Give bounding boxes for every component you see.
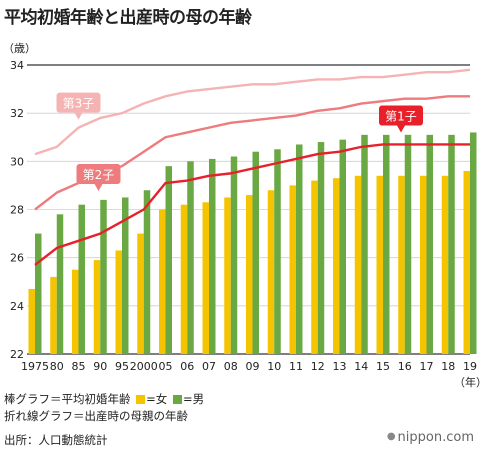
bar-male [274, 149, 281, 354]
x-tick-label: 80 [50, 360, 64, 373]
bar-female [376, 175, 383, 354]
bar-female [463, 170, 470, 354]
y-tick-label: 30 [10, 155, 24, 168]
bar-male [122, 197, 129, 354]
callout-pointer [74, 112, 83, 120]
legend-bar-text: 棒グラフ＝平均初婚年齢 [4, 392, 131, 406]
bar-female [246, 195, 253, 354]
bar-female [441, 175, 449, 354]
legend-row-lines: 折れ線グラフ＝出産時の母親の年齢 [4, 408, 204, 425]
bar-male [339, 139, 346, 354]
bar-female [202, 202, 209, 354]
bar-female [93, 260, 101, 354]
callout-box-第1子 [379, 105, 423, 126]
x-tick-label: 14 [354, 360, 368, 373]
legend-male-label: =男 [182, 392, 205, 406]
y-tick-label: 34 [10, 59, 24, 72]
bar-male [78, 204, 85, 354]
chart-title: 平均初婚年齢と出産時の母の年齢 [4, 8, 252, 28]
bar-male [470, 132, 477, 354]
x-tick-label: 90 [93, 360, 107, 373]
x-tick-label: 07 [202, 360, 216, 373]
bar-male [230, 156, 238, 354]
bar-female [72, 269, 79, 354]
bar-male [448, 134, 455, 354]
bar-female [180, 204, 188, 354]
bar-male [361, 134, 368, 354]
bar-female [311, 180, 318, 354]
bar-female [420, 175, 427, 354]
line-第3子 [34, 68, 471, 156]
bar-female [115, 250, 122, 354]
y-tick-label: 24 [10, 300, 24, 313]
x-tick-label: 09 [246, 360, 260, 373]
source-note: 出所：人口動態統計 [4, 433, 108, 447]
x-tick-label: 12 [311, 360, 325, 373]
bar-female [50, 276, 57, 354]
bar-female [159, 209, 166, 354]
x-tick-label: 08 [224, 360, 238, 373]
bar-male [404, 134, 412, 354]
bar-female [137, 233, 144, 354]
bar-female [224, 197, 231, 354]
bar-female [354, 175, 362, 354]
callout-label-第1子: 第1子 [385, 109, 417, 123]
bar-male [209, 158, 216, 354]
line-第1子 [34, 143, 470, 266]
callout-label-第2子: 第2子 [83, 168, 115, 182]
x-tick-label: 05 [159, 360, 173, 373]
logo-text: nippon.com [397, 430, 474, 445]
bar-male [252, 151, 259, 354]
callout-label-第3子: 第3子 [63, 97, 95, 111]
x-tick-label: 15 [376, 360, 390, 373]
bar-female [398, 175, 405, 354]
bar-male [296, 144, 303, 354]
callout-box-第2子 [76, 164, 121, 185]
y-tick-label: 22 [10, 348, 24, 361]
x-tick-label: 1975 [21, 360, 49, 373]
bar-female [28, 288, 35, 354]
bar-male [56, 214, 64, 354]
legend-line-text: 折れ線グラフ＝出産時の母親の年齢 [4, 409, 188, 423]
x-tick-label: 17 [420, 360, 434, 373]
x-tick-label: 19 [463, 360, 477, 373]
y-axis-unit: （歳） [3, 42, 36, 55]
bar-male [100, 199, 107, 354]
bar-female [333, 178, 340, 354]
callout-box-第3子 [56, 92, 101, 113]
x-tick-label: 16 [398, 360, 412, 373]
legend-row-bars: 棒グラフ＝平均初婚年齢 =女 =男 [4, 391, 204, 408]
x-axis-unit: （年） [454, 376, 480, 389]
legend-female-swatch [136, 395, 146, 404]
x-tick-label: 06 [180, 360, 194, 373]
bar-male [143, 190, 151, 354]
callout-pointer [94, 184, 103, 192]
bar-male [383, 134, 390, 354]
callout-pointer [397, 125, 405, 133]
legend-female-label: =女 [146, 392, 168, 406]
x-tick-label: 18 [441, 360, 455, 373]
bar-male [165, 166, 172, 354]
x-tick-label: 2000 [130, 360, 158, 373]
x-tick-label: 85 [72, 360, 86, 373]
legend: 棒グラフ＝平均初婚年齢 =女 =男 折れ線グラフ＝出産時の母親の年齢 [4, 391, 204, 425]
x-tick-label: 95 [115, 360, 129, 373]
bar-male [426, 134, 433, 354]
legend-male-swatch [172, 395, 182, 404]
y-tick-label: 26 [10, 252, 24, 265]
x-tick-label: 10 [267, 360, 281, 373]
logo-dot-icon: ● [386, 431, 396, 442]
y-tick-label: 32 [10, 107, 24, 120]
nippon-logo: ● nippon.com [387, 430, 474, 445]
bar-female [289, 185, 296, 354]
bar-female [267, 190, 275, 354]
y-tick-label: 28 [10, 204, 24, 217]
x-tick-label: 11 [289, 360, 303, 373]
bar-male [317, 142, 325, 354]
x-tick-label: 13 [333, 360, 347, 373]
bar-male [35, 233, 42, 354]
bar-male [187, 161, 194, 354]
